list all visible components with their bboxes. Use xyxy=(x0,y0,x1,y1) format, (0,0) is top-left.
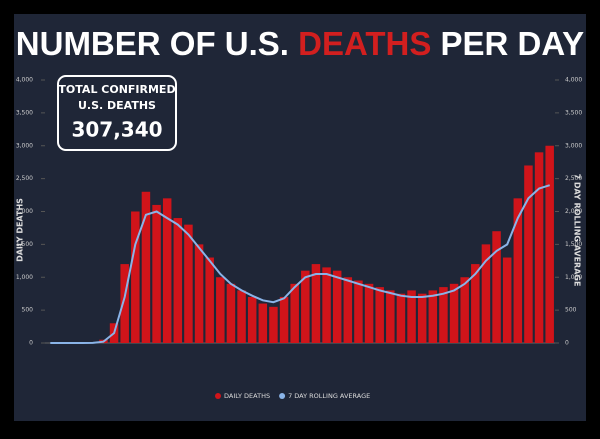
bar xyxy=(237,290,246,343)
y2-tick-label: 2,500 xyxy=(565,175,582,182)
bar xyxy=(195,244,204,343)
y-tick-label: 1,500 xyxy=(16,241,33,248)
bar xyxy=(184,225,193,343)
bar xyxy=(120,264,129,343)
y-tick-label: 3,500 xyxy=(16,109,33,116)
bar xyxy=(503,258,512,343)
y-tick-label: 0 xyxy=(29,340,33,347)
title-part: PER DAY xyxy=(441,25,585,62)
y2-tick-label: 1,500 xyxy=(565,241,582,248)
y2-tick-label: 3,000 xyxy=(565,142,582,149)
title-part: NUMBER OF U.S. xyxy=(16,25,289,62)
bar xyxy=(333,271,342,343)
bar xyxy=(375,287,384,343)
bar xyxy=(259,304,268,343)
y-tick-label: 4,000 xyxy=(16,77,33,84)
bar xyxy=(205,258,214,343)
y2-tick-label: 1,000 xyxy=(565,274,582,281)
chart-title: NUMBER OF U.S. DEATHS PER DAY xyxy=(16,25,584,62)
bar xyxy=(407,290,416,343)
y2-tick-label: 4,000 xyxy=(565,77,582,84)
y2-axis-label: 7 DAY ROLLING AVERAGE xyxy=(573,174,582,287)
y-tick-label: 3,000 xyxy=(16,142,33,149)
bar xyxy=(365,284,374,343)
bar xyxy=(545,146,554,343)
y2-tick-label: 500 xyxy=(565,307,577,314)
bar xyxy=(397,294,406,343)
legend-swatch xyxy=(279,393,285,399)
callout-line: TOTAL CONFIRMED xyxy=(58,83,175,96)
y-tick-label: 1,000 xyxy=(16,274,33,281)
bar xyxy=(535,152,544,343)
y2-tick-label: 0 xyxy=(565,340,569,347)
bar xyxy=(280,297,289,343)
bar xyxy=(418,294,427,343)
bar xyxy=(429,290,438,343)
bar xyxy=(344,277,353,343)
bar xyxy=(524,165,533,343)
bar xyxy=(248,297,257,343)
y2-tick-label: 3,500 xyxy=(565,109,582,116)
y2-tick-label: 2,000 xyxy=(565,208,582,215)
bar xyxy=(322,267,331,343)
bar xyxy=(301,271,310,343)
legend-label: 7 DAY ROLLING AVERAGE xyxy=(288,392,370,400)
bar xyxy=(386,290,395,343)
legend-swatch xyxy=(215,393,221,399)
bar xyxy=(460,277,469,343)
y-tick-label: 2,000 xyxy=(16,208,33,215)
y-tick-label: 500 xyxy=(22,307,34,314)
bar xyxy=(269,307,278,343)
bar xyxy=(439,287,448,343)
bar xyxy=(152,205,161,343)
y-tick-label: 2,500 xyxy=(16,175,33,182)
bar xyxy=(174,218,183,343)
legend: DAILY DEATHS 7 DAY ROLLING AVERAGE xyxy=(215,392,370,400)
title-part: DEATHS xyxy=(298,25,431,62)
bar xyxy=(131,212,140,344)
legend-label: DAILY DEATHS xyxy=(224,392,270,400)
bar xyxy=(216,277,225,343)
callout-value: 307,340 xyxy=(71,118,162,142)
callout-line: U.S. DEATHS xyxy=(78,99,156,112)
bar xyxy=(354,281,363,343)
bar xyxy=(227,284,236,343)
bar xyxy=(450,284,459,343)
bar xyxy=(290,284,299,343)
